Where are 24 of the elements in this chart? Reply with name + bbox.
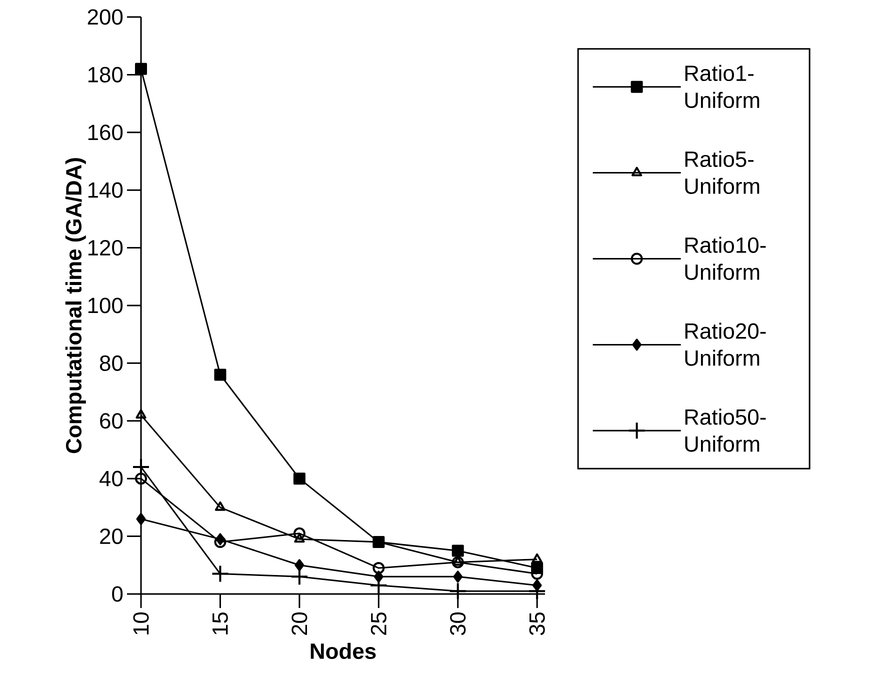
y-tick-label: 200 xyxy=(88,9,123,25)
y-tick-label: 60 xyxy=(100,413,123,429)
x-tick-label: 10 xyxy=(133,612,149,634)
x-tick-label: 25 xyxy=(370,612,386,635)
y-tick-label: 80 xyxy=(100,355,123,371)
legend-label: Ratio50-Uniform xyxy=(685,408,766,452)
y-tick-label: 120 xyxy=(88,240,123,256)
legend-label: Ratio5-Uniform xyxy=(685,150,760,194)
y-tick-label: 20 xyxy=(100,528,123,544)
x-tick-label: 30 xyxy=(450,612,466,636)
x-tick-label: 15 xyxy=(212,612,228,634)
y-tick-label: 180 xyxy=(88,66,123,82)
legend-label: Ratio1-Uniform xyxy=(685,64,760,108)
legend-label: Ratio20-Uniform xyxy=(685,322,766,366)
y-tick-label: 160 xyxy=(88,124,123,140)
y-axis-title: Computational time (GA/DA) xyxy=(65,158,86,454)
y-tick-label: 140 xyxy=(88,182,123,198)
x-axis-title: Nodes xyxy=(310,642,376,660)
x-tick-label: 35 xyxy=(529,612,545,636)
x-tick-label: 20 xyxy=(292,612,308,635)
legend-label: Ratio10-Uniform xyxy=(685,236,766,280)
y-tick-label: 40 xyxy=(100,470,123,486)
y-tick-label: 0 xyxy=(112,586,123,602)
y-tick-label: 100 xyxy=(88,298,123,314)
